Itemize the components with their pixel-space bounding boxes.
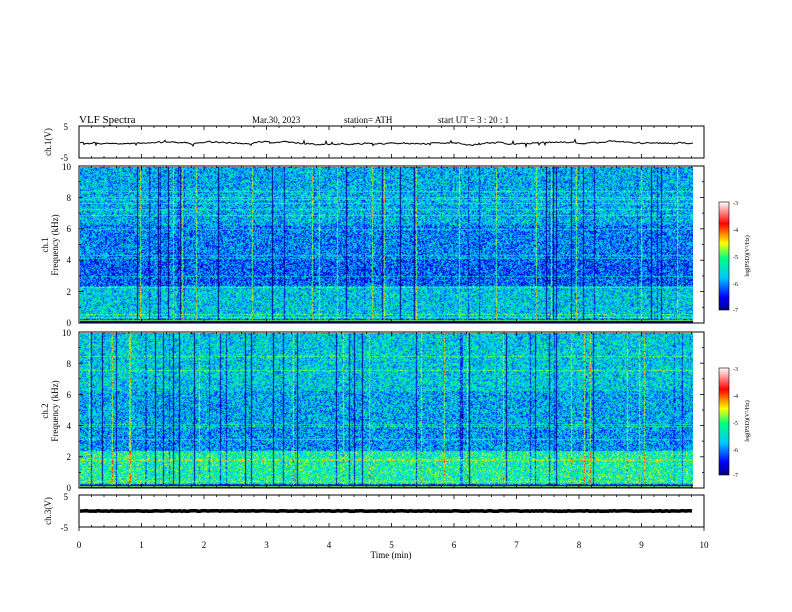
ch1-frequency-ticks: 0 2 4 6 8 10 (62, 162, 72, 328)
tick-marks (78, 126, 705, 531)
ch2-ytick-8: 8 (67, 359, 72, 369)
ch1-colorbar: -3 -4 -5 -6 -7 log(PSD)(V²/Hz) (718, 201, 751, 314)
ch2-spectrogram-image (80, 333, 693, 488)
ch2-ylabel-channel: ch.2 (40, 403, 50, 418)
ch3-ytick-bottom: -5 (61, 523, 69, 533)
ch1-cbar-tick-m5: -5 (733, 255, 738, 261)
ch1-cbar-tick-m4: -4 (733, 228, 738, 234)
ch1-colorbar-scale (718, 201, 730, 311)
ch3-waveform-line (79, 508, 693, 514)
ch2-cbar-tick-m5: -5 (733, 421, 738, 427)
ch1-spectrogram-panel: 0 2 4 6 8 10 ch.1 Frequency (kHz) (40, 162, 705, 328)
ch1-waveform-ylabel: ch.1(V) (43, 128, 53, 156)
ch1-ytick-4: 4 (67, 255, 72, 265)
time-axis-label: Time (min) (371, 550, 412, 560)
xtick-8: 8 (577, 540, 582, 550)
ch2-colorbar-scale (718, 367, 730, 476)
ch1-ytick-6: 6 (67, 224, 72, 234)
xtick-1: 1 (139, 540, 144, 550)
ch1-cbar-tick-m6: -6 (733, 282, 738, 288)
ch1-spectrogram-image (80, 167, 693, 323)
xtick-9: 9 (639, 540, 644, 550)
ch1-waveform-line (80, 138, 694, 149)
ch1-ylabel-channel: ch.1 (40, 237, 50, 252)
ch2-ytick-4: 4 (67, 421, 72, 431)
station-label: station= ATH (344, 115, 393, 125)
ch2-colorbar: -3 -4 -5 -6 -7 log(PSD)(V²/Hz) (718, 367, 751, 479)
xtick-6: 6 (452, 540, 457, 550)
xtick-0: 0 (77, 540, 82, 550)
ch1-ytick-10: 10 (62, 162, 72, 172)
ch1-cbar-tick-m7: -7 (733, 308, 738, 314)
ch2-ytick-10: 10 (62, 328, 72, 338)
ch2-ytick-2: 2 (67, 452, 72, 462)
ch1-ytick-0: 0 (67, 318, 72, 328)
figure-title: VLF Spectra (79, 114, 136, 126)
ch2-ytick-0: 0 (67, 483, 72, 493)
ch3-waveform-ylabel: ch.3(V) (43, 497, 53, 525)
xtick-3: 3 (264, 540, 269, 550)
ch2-ylabel-frequency: Frequency (kHz) (50, 380, 60, 441)
ch1-ytick-bottom: -5 (61, 153, 69, 163)
ch3-waveform-panel: 5 -5 ch.3(V) (43, 492, 705, 533)
xtick-7: 7 (514, 540, 519, 550)
ch2-cbar-tick-m7: -7 (733, 473, 738, 479)
ch1-cbar-tick-m3: -3 (733, 201, 738, 207)
xtick-4: 4 (327, 540, 332, 550)
ch2-frequency-ticks: 0 2 4 6 8 10 (62, 328, 72, 493)
ch1-waveform-panel: 5 -5 ch.1(V) (43, 122, 705, 163)
ch1-ylabel-frequency: Frequency (kHz) (50, 214, 60, 275)
ch2-spectrogram-panel: 0 2 4 6 8 10 ch.2 Frequency (kHz) (40, 328, 705, 493)
ch2-cbar-tick-m4: -4 (733, 394, 738, 400)
time-axis: 0 1 2 3 4 5 6 7 8 9 10 (77, 540, 709, 550)
ch1-ytick-2: 2 (67, 287, 72, 297)
ch1-ytick-top: 5 (64, 122, 69, 132)
xtick-10: 10 (700, 540, 710, 550)
ch2-cbar-tick-m3: -3 (733, 367, 738, 373)
xtick-5: 5 (389, 540, 394, 550)
start-time-label: start UT = 3 : 20 : 1 (438, 115, 509, 125)
ch2-cbar-tick-m6: -6 (733, 448, 738, 454)
ch2-ytick-6: 6 (67, 390, 72, 400)
ch2-colorbar-label: log(PSD)(V²/Hz) (744, 400, 751, 441)
ch1-ytick-8: 8 (67, 193, 72, 203)
xtick-2: 2 (202, 540, 207, 550)
date-label: Mar.30, 2023 (252, 115, 301, 125)
ch3-ytick-top: 5 (64, 492, 69, 502)
ch1-colorbar-label: log(PSD)(V²/Hz) (744, 235, 751, 276)
